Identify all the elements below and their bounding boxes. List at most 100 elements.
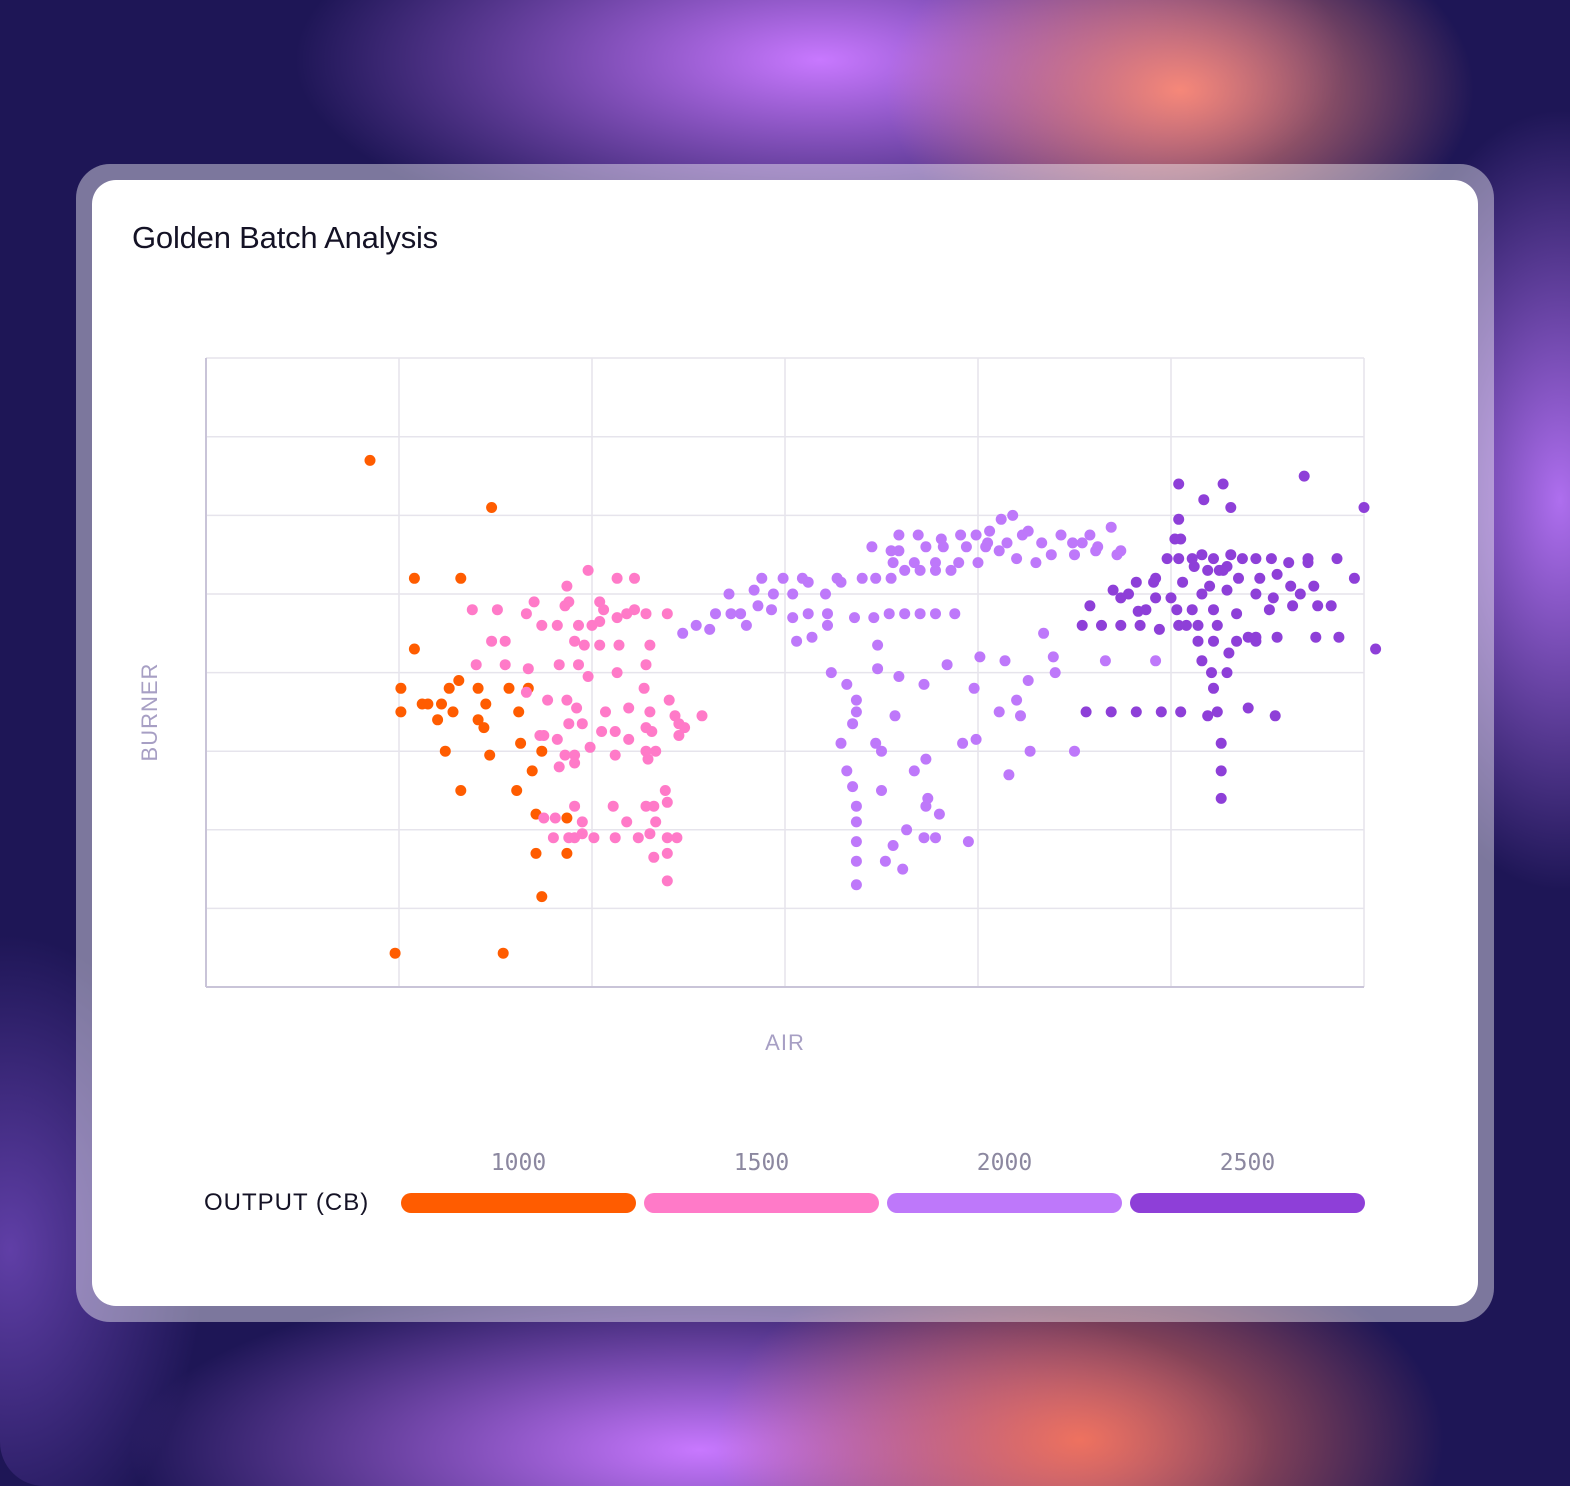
data-point-bin-2 [542, 694, 554, 706]
data-point-bin-3 [914, 608, 926, 620]
data-point-bin-1 [536, 891, 548, 903]
data-point-bin-4 [1155, 706, 1167, 718]
data-point-bin-4 [1298, 470, 1310, 482]
data-point-bin-4 [1358, 502, 1370, 513]
data-point-bin-1 [455, 572, 467, 584]
data-point-bin-3 [955, 529, 967, 541]
data-point-bin-3 [970, 733, 982, 745]
data-point-bin-3 [922, 792, 934, 804]
data-point-bin-4 [1208, 635, 1219, 647]
data-point-bin-3 [887, 840, 899, 851]
data-point-bin-2 [611, 612, 623, 624]
data-point-bin-4 [1196, 588, 1208, 600]
data-point-bin-2 [520, 608, 532, 620]
data-point-bin-1 [447, 706, 459, 718]
data-point-bin-2 [673, 730, 685, 741]
data-point-bin-1 [453, 675, 465, 686]
data-point-bin-2 [470, 659, 482, 671]
data-point-bin-4 [1169, 533, 1181, 545]
data-point-bin-4 [1115, 619, 1127, 631]
data-point-bin-3 [962, 836, 974, 848]
data-point-bin-3 [920, 753, 932, 765]
data-point-bin-3 [885, 572, 897, 584]
data-point-bin-2 [486, 635, 498, 647]
data-point-bin-2 [661, 832, 673, 844]
data-point-bin-2 [648, 851, 660, 863]
data-point-bin-3 [725, 608, 737, 620]
data-point-bin-3 [1015, 710, 1026, 722]
data-point-bin-3 [1047, 651, 1059, 663]
data-point-bin-3 [1022, 675, 1034, 686]
data-point-bin-4 [1173, 619, 1185, 631]
legend-color-bar [1130, 1193, 1365, 1213]
data-point-bin-1 [503, 682, 515, 694]
data-point-bin-3 [1067, 537, 1079, 549]
data-point-bin-4 [1076, 619, 1088, 631]
data-point-bin-4 [1294, 588, 1306, 600]
data-point-bin-3 [825, 667, 837, 679]
data-point-bin-2 [551, 619, 563, 631]
data-point-bin-3 [908, 557, 920, 569]
data-point-bin-3 [856, 572, 868, 584]
legend-color-bar [644, 1193, 879, 1213]
data-point-bin-2 [661, 875, 673, 887]
data-point-bin-1 [364, 454, 376, 466]
data-point-bin-4 [1271, 568, 1283, 580]
data-point-bin-4 [1150, 592, 1162, 604]
data-point-bin-2 [642, 753, 654, 765]
data-point-bin-3 [847, 781, 859, 793]
data-point-bin-4 [1173, 553, 1185, 565]
data-point-bin-2 [569, 749, 581, 761]
data-point-bin-2 [576, 828, 588, 840]
data-point-bin-3 [1024, 745, 1036, 757]
data-point-bin-3 [914, 564, 926, 576]
data-point-bin-4 [1333, 631, 1345, 643]
data-point-bin-3 [1150, 655, 1162, 667]
data-point-bin-3 [1001, 537, 1013, 549]
data-point-bin-3 [897, 863, 909, 875]
data-point-bin-3 [841, 678, 853, 690]
data-point-bin-2 [559, 600, 571, 612]
data-point-bin-1 [478, 722, 490, 734]
data-point-bin-4 [1186, 553, 1198, 565]
data-point-bin-4 [1177, 576, 1189, 588]
data-point-bin-3 [1022, 525, 1034, 537]
data-point-bin-3 [868, 612, 880, 624]
data-point-bin-2 [609, 832, 621, 844]
data-point-bin-1 [443, 682, 455, 694]
data-point-bin-1 [536, 745, 548, 757]
data-point-bin-3 [935, 533, 947, 545]
data-point-bin-4 [1287, 600, 1299, 612]
data-point-bin-3 [1092, 541, 1104, 553]
data-point-bin-3 [918, 832, 930, 844]
grid-lines [206, 357, 1365, 987]
data-point-bin-4 [1263, 604, 1275, 616]
data-point-bin-2 [578, 639, 590, 651]
data-point-bin-3 [690, 619, 702, 631]
data-point-bin-2 [534, 730, 546, 741]
data-point-bin-4 [1217, 478, 1229, 490]
data-point-bin-3 [1007, 509, 1019, 521]
data-point-bin-2 [588, 832, 600, 844]
data-point-bin-3 [766, 604, 777, 616]
data-point-bin-3 [1011, 694, 1023, 706]
data-point-bin-1 [561, 847, 573, 859]
data-point-bin-1 [472, 682, 484, 694]
data-point-bin-3 [704, 623, 716, 635]
data-point-bin-3 [850, 800, 862, 812]
data-point-bin-4 [1107, 584, 1119, 596]
data-point-bin-4 [1325, 600, 1337, 612]
data-point-bin-3 [872, 663, 884, 675]
data-point-bin-2 [659, 785, 671, 796]
data-point-bin-3 [893, 671, 905, 682]
legend-color-bar [887, 1193, 1122, 1213]
data-point-bin-2 [466, 604, 478, 616]
data-point-bin-4 [1175, 706, 1187, 718]
data-point-bin-2 [571, 702, 583, 714]
data-point-bin-3 [872, 639, 884, 651]
data-point-bin-2 [661, 796, 673, 808]
data-point-bin-4 [1211, 706, 1223, 718]
data-point-bin-3 [883, 608, 895, 620]
data-point-bin-4 [1250, 588, 1262, 600]
